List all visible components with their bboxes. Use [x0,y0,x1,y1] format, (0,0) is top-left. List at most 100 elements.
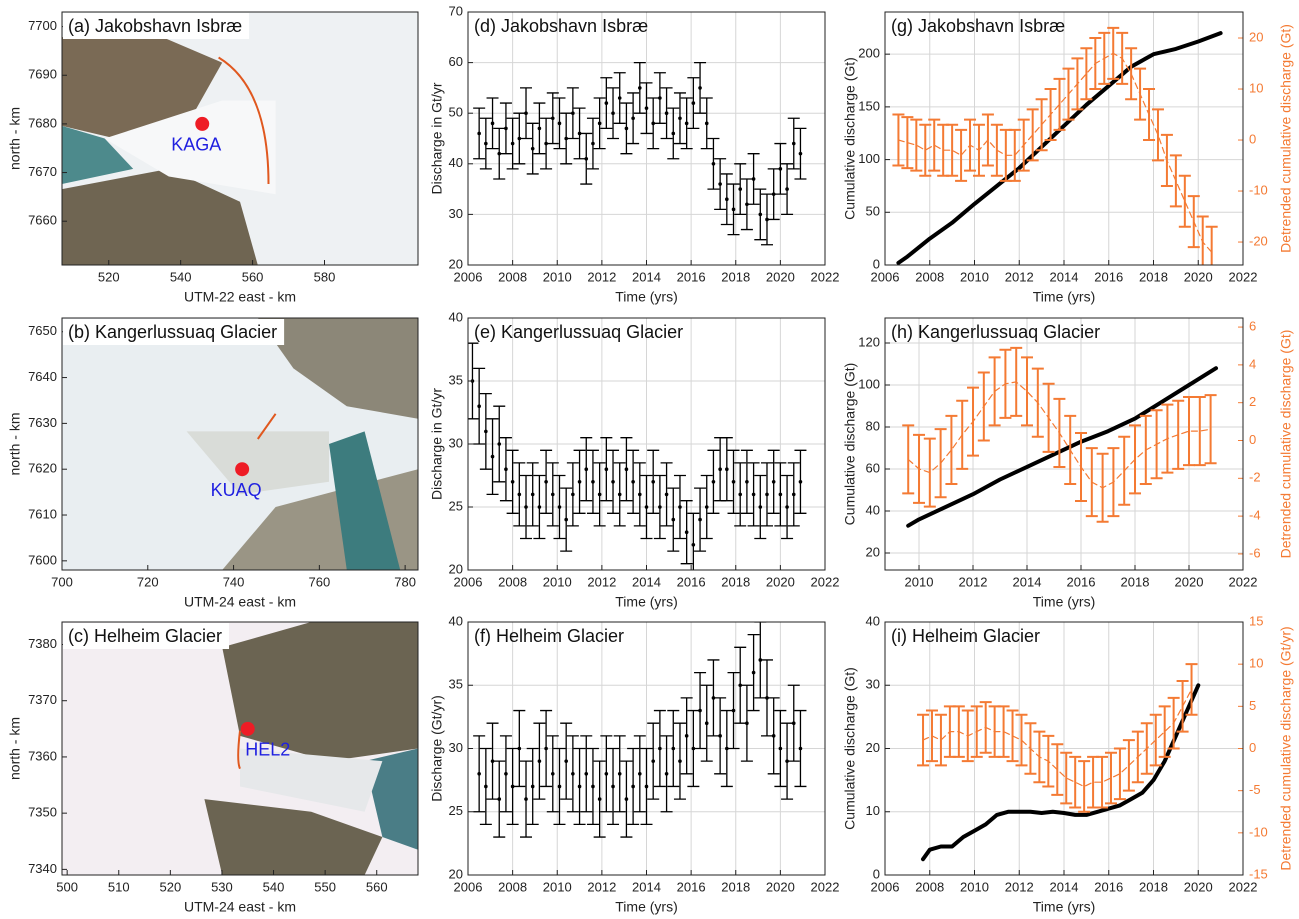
y-tick-label: 150 [858,98,880,113]
data-point [684,121,689,126]
panel: 500 510 520 530 540 550 560 7340 7350 7360 7370 738… [7,621,419,915]
y-tick-label: 70 [449,3,463,18]
data-point [638,86,642,90]
plot-frame [467,11,826,266]
data-point [530,784,535,789]
data-point [557,121,562,126]
y-tick-label: 7620 [28,461,57,476]
x-tick-label: 560 [366,879,388,894]
x-tick-label: 2014 [632,879,661,894]
data-point [704,721,709,725]
y2-tick-label: 6 [1249,319,1256,334]
data-point [644,505,649,509]
error-bar [1080,47,1093,101]
data-point [798,746,803,751]
data-point [791,492,796,497]
y-tick-label: 7380 [28,636,57,651]
x-tick-label: 550 [314,879,336,894]
data-point [604,467,609,472]
error-bar [1069,755,1082,809]
x-tick-label: 2010 [905,574,934,589]
y2-tick-label: 4 [1249,356,1256,371]
flux-gate [218,56,270,185]
map-surface [104,100,276,195]
y-tick-label: 35 [449,677,463,692]
x-tick-label: 2010 [543,574,572,589]
data-point [751,670,756,675]
x-tick-label: 2010 [543,269,572,284]
data-point [751,177,756,181]
x-tick-label: 530 [211,879,233,894]
y-tick-label: 7700 [28,18,57,33]
y-tick-label: 20 [866,544,880,559]
error-bar [955,128,968,182]
y2-tick-label: 20 [1249,29,1263,44]
x-tick-label: 2018 [721,574,750,589]
x-axis-label: Time (yrs) [1033,594,1095,610]
x-tick-label: 540 [263,879,285,894]
error-bar [1104,751,1117,805]
x-tick-label: 580 [314,269,336,284]
panel-title: (a) Jakobshavn Isbræ [68,16,242,36]
data-point [658,746,662,751]
data-point [698,708,702,713]
map-surface [186,431,329,495]
y-axis-label: Discharge in Gt/yr [429,82,445,194]
x-tick-label: 2014 [632,269,661,284]
y-tick-label: 7640 [28,369,57,384]
plot-area [885,622,1243,875]
data-point [771,192,776,196]
data-point [745,202,749,207]
panel-title: (g) Jakobshavn Isbræ [891,16,1065,36]
x-tick-label: 2018 [1139,269,1168,284]
data-point [765,492,769,497]
data-point [611,784,615,789]
data-point [798,480,803,484]
error-bar [901,116,914,170]
y2-tick-label: -10 [1249,824,1268,839]
y2-tick-label: 10 [1249,656,1263,671]
data-point [624,797,629,801]
plot-area [468,12,825,265]
y2-tick-label: -5 [1249,782,1261,797]
data-point [678,116,682,121]
y2-tick-label: 0 [1249,740,1256,755]
panel: 2006 2008 2010 2012 2014 2016 2018 2020 20220102… [842,613,1294,914]
data-point [651,759,655,763]
data-point [758,505,763,509]
data-point [631,784,635,789]
data-point [477,404,481,409]
y2-tick-label: -4 [1249,508,1261,523]
data-point [517,746,522,751]
data-point [651,480,655,484]
x-tick-label: 2020 [766,269,795,284]
data-point [577,784,582,789]
x-tick-label: 2012 [959,574,988,589]
data-point [517,136,522,141]
y-tick-label: 100 [858,376,880,391]
x-tick-label: 2012 [1005,269,1034,284]
x-tick-label: 2010 [960,879,989,894]
x-tick-label: 2012 [587,879,616,894]
panel-title: (b) Kangerlussuaq Glacier [68,322,277,342]
data-point [718,182,722,186]
x-tick-label: 2014 [632,574,661,589]
panel-title: (i) Helheim Glacier [891,626,1040,646]
x-tick-label: 780 [394,574,416,589]
data-point [544,141,548,146]
x-tick-label: 560 [242,269,264,284]
map-surface [62,24,223,139]
data-point [738,492,743,497]
y-tick-label: 10 [866,803,880,818]
data-point [557,505,562,509]
y-tick-label: 30 [449,206,463,221]
y-tick-label: 7360 [28,748,57,763]
x-tick-label: 2014 [1013,574,1042,589]
data-point [631,116,635,121]
data-point [671,131,676,136]
map-surface [364,748,418,850]
data-point [544,480,548,484]
error-bar [919,123,932,177]
data-point [597,492,602,497]
data-point [591,141,595,146]
